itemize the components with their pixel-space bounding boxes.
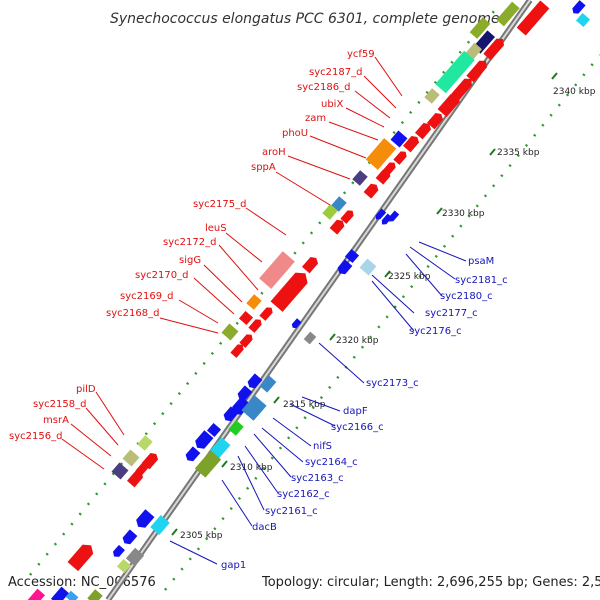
gene-label-syc2172_d[interactable]: syc2172_d <box>163 237 216 248</box>
scale-ticks <box>171 72 558 536</box>
gene-label-zam[interactable]: zam <box>305 113 326 124</box>
scale-label-2325: 2325 kbp <box>388 272 431 282</box>
gene-label-ubiX[interactable]: ubiX <box>321 99 343 110</box>
gene-label-aroH[interactable]: aroH <box>262 147 286 158</box>
gene-label-sigG[interactable]: sigG <box>179 255 201 266</box>
gene-label-leuS[interactable]: leuS <box>205 223 227 234</box>
scale-label-2320: 2320 kbp <box>336 336 379 346</box>
gene-label-syc2168_d[interactable]: syc2168_d <box>106 308 159 319</box>
scale-label-2310: 2310 kbp <box>230 463 273 473</box>
gene-label-pilD[interactable]: pilD <box>76 384 96 395</box>
gene-label-syc2169_d[interactable]: syc2169_d <box>120 291 173 302</box>
reverse-strand-features <box>87 0 591 600</box>
gene-label-syc2158_d[interactable]: syc2158_d <box>33 399 86 410</box>
scale-label-2340: 2340 kbp <box>553 87 596 97</box>
gene-label-syc2187_d[interactable]: syc2187_d <box>309 67 362 78</box>
gene-label-syc2176_c[interactable]: syc2176_c <box>409 326 462 337</box>
gene-label-gap1[interactable]: gap1 <box>221 560 246 571</box>
map-title: Synechococcus elongatus PCC 6301, comple… <box>110 11 500 27</box>
genome-backbone-highlight <box>107 0 531 600</box>
gene-label-psaM[interactable]: psaM <box>468 256 494 267</box>
gene-label-syc2162_c[interactable]: syc2162_c <box>277 489 330 500</box>
gene-label-nifS[interactable]: nifS <box>313 441 332 452</box>
gene-label-msrA[interactable]: msrA <box>43 415 69 426</box>
forward-leader-lines <box>61 56 403 470</box>
scale-label-2335: 2335 kbp <box>497 148 540 158</box>
gene-label-syc2156_d[interactable]: syc2156_d <box>9 431 62 442</box>
scale-label-2315: 2315 kbp <box>283 400 326 410</box>
reverse-gene-labels: psaM syc2181_c syc2180_c syc2177_c syc21… <box>221 256 508 571</box>
gene-label-syc2161_c[interactable]: syc2161_c <box>265 506 318 517</box>
gene-label-dacB[interactable]: dacB <box>252 522 277 533</box>
gene-label-syc2164_c[interactable]: syc2164_c <box>305 457 358 468</box>
gene-label-syc2180_c[interactable]: syc2180_c <box>440 291 493 302</box>
gene-label-syc2166_c[interactable]: syc2166_c <box>331 422 384 433</box>
gene-label-syc2175_d[interactable]: syc2175_d <box>193 199 246 210</box>
inner-dotted-track <box>164 54 600 591</box>
gene-label-syc2170_d[interactable]: syc2170_d <box>135 270 188 281</box>
gene-label-dapF[interactable]: dapF <box>343 406 368 417</box>
gene-label-syc2186_d[interactable]: syc2186_d <box>297 82 350 93</box>
gene-label-ycf59[interactable]: ycf59 <box>347 49 375 60</box>
gene-label-syc2173_c[interactable]: syc2173_c <box>366 378 419 389</box>
reverse-leader-lines <box>169 241 467 565</box>
gene-label-syc2163_c[interactable]: syc2163_c <box>291 473 344 484</box>
outer-dotted-track <box>29 9 496 576</box>
scale-label-2330: 2330 kbp <box>442 209 485 219</box>
gene-label-sppA[interactable]: sppA <box>251 162 276 173</box>
gene-label-syc2181_c[interactable]: syc2181_c <box>455 275 508 286</box>
accession-label: Accession: NC_006576 <box>8 575 156 590</box>
forward-strand-features <box>26 0 550 600</box>
topology-label: Topology: circular; Length: 2,696,255 bp… <box>261 575 600 590</box>
scale-label-2305: 2305 kbp <box>180 531 223 541</box>
gene-label-syc2177_c[interactable]: syc2177_c <box>425 308 478 319</box>
gene-label-phoU[interactable]: phoU <box>282 128 308 139</box>
forward-gene-labels: ycf59 syc2187_d syc2186_d ubiX zam phoU … <box>9 49 375 442</box>
